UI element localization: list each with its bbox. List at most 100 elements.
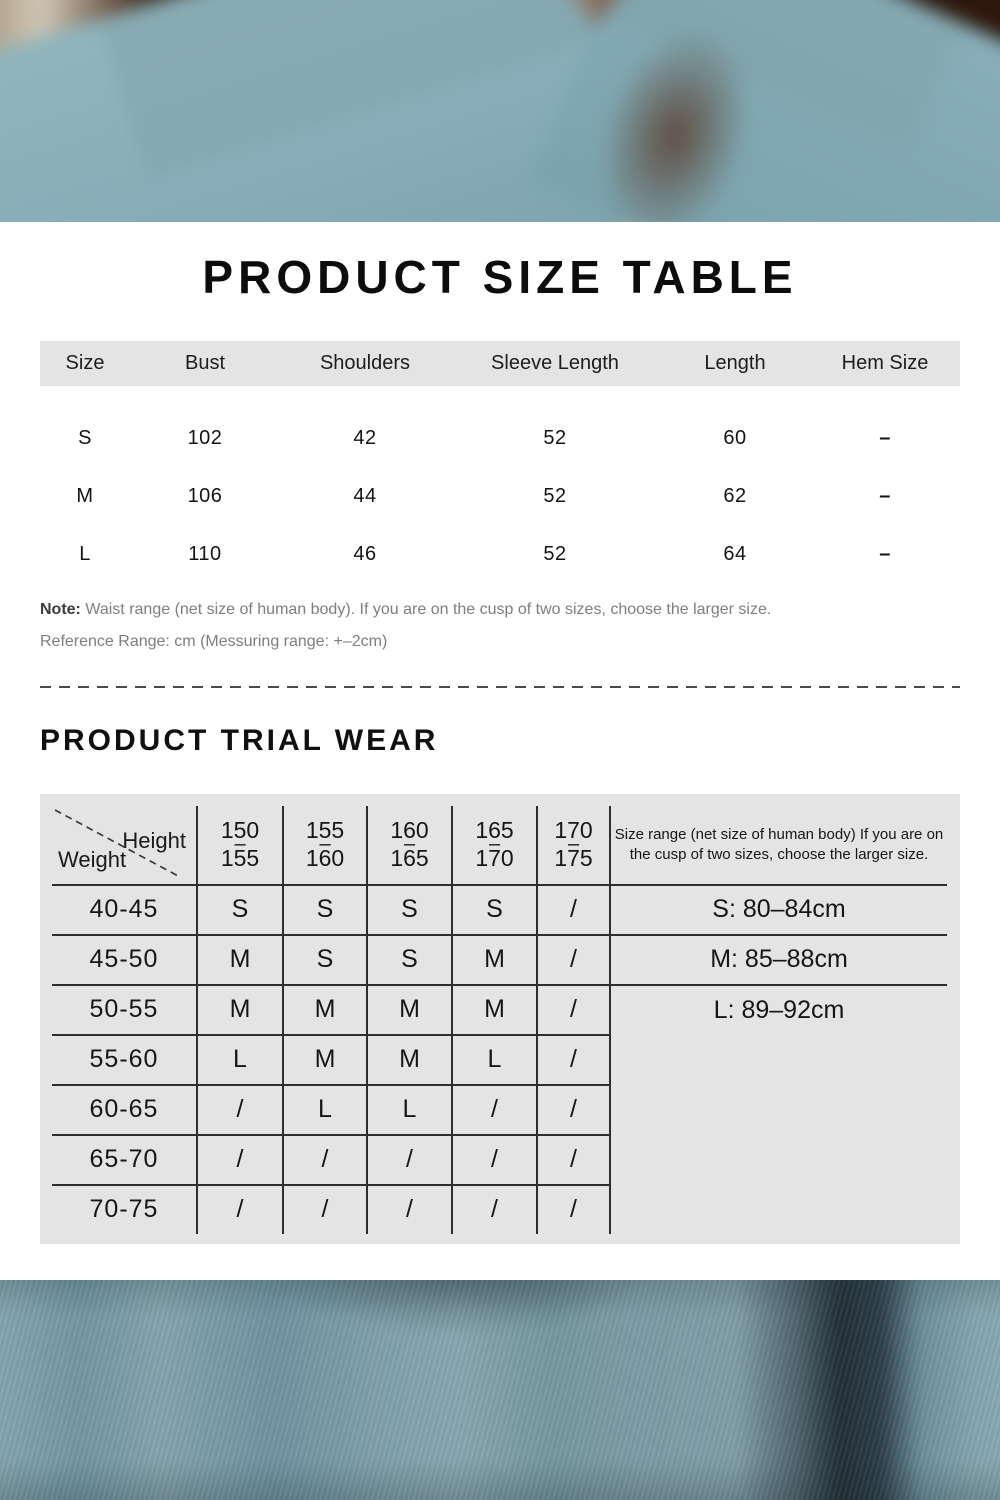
trial-cell: /: [536, 1084, 610, 1136]
trial-row: 50-55 M M M M / L: 89–92cm: [52, 984, 947, 1036]
size-table: Size Bust Shoulders Sleeve Length Length…: [40, 340, 960, 584]
trial-cell: S: [451, 884, 537, 936]
trial-cell: /: [366, 1184, 452, 1234]
sleeve-cell: 52: [543, 543, 567, 566]
fabric-photo: [0, 1280, 1000, 1500]
trial-cell: M: [282, 984, 367, 1036]
trial-cell: S: [366, 934, 452, 986]
trial-cell: /: [536, 884, 610, 936]
size-table-row: M 106 44 52 62 –: [40, 468, 960, 526]
trial-cell: M: [366, 984, 452, 1036]
trial-wear-table: Height Weight 150–155 155–160 160–165 16…: [52, 805, 947, 1234]
weight-range-cell: 55-60: [52, 1034, 197, 1086]
height-range-header: 165–170: [451, 805, 537, 886]
shoulders-cell: 46: [353, 543, 377, 566]
bust-cell: 102: [187, 427, 223, 450]
weight-range-cell: 50-55: [52, 984, 197, 1036]
size-cell: L: [79, 543, 91, 566]
content-area: PRODUCT SIZE TABLE Size Bust Shoulders S…: [0, 222, 1000, 1280]
length-cell: 60: [723, 427, 747, 450]
trial-cell: M: [196, 934, 283, 986]
hem-cell: –: [879, 543, 891, 566]
sleeve-cell: 52: [543, 485, 567, 508]
fabric-photo-background: [0, 1280, 1000, 1500]
trial-cell: /: [196, 1184, 283, 1234]
height-range-header: 155–160: [282, 805, 367, 886]
trial-cell: /: [451, 1184, 537, 1234]
trial-cell: M: [282, 1034, 367, 1086]
trial-cell: /: [536, 984, 610, 1036]
trial-cell: /: [451, 1084, 537, 1136]
height-range-header: 160–165: [366, 805, 452, 886]
trial-row: 70-75 / / / / /: [52, 1184, 947, 1234]
trial-cell: /: [536, 1034, 610, 1086]
trial-cell: /: [451, 1134, 537, 1186]
fabric-knit-texture: [0, 1280, 1000, 1500]
trial-wear-panel: Height Weight 150–155 155–160 160–165 16…: [40, 793, 960, 1244]
trial-side-empty: [609, 1034, 947, 1234]
length-cell: 62: [723, 485, 747, 508]
trial-cell: /: [366, 1134, 452, 1186]
trial-row: 40-45 S S S S / S: 80–84cm: [52, 884, 947, 936]
trial-row: 60-65 / L L / /: [52, 1084, 947, 1136]
hem-cell: –: [879, 427, 891, 450]
height-axis-label: Height: [122, 827, 186, 853]
trial-cell: L: [282, 1084, 367, 1136]
size-table-header: Size: [65, 351, 105, 374]
trial-cell: M: [196, 984, 283, 1036]
trial-cell: /: [282, 1134, 367, 1186]
dashed-divider: [40, 685, 960, 688]
sleeve-cell: 52: [543, 427, 567, 450]
trial-cell: L: [366, 1084, 452, 1136]
trial-cell: /: [536, 934, 610, 986]
bust-cell: 106: [187, 485, 223, 508]
size-table-row: L 110 46 52 64 –: [40, 526, 960, 584]
size-table-header: Length: [704, 351, 766, 374]
size-range-value: L: 89–92cm: [609, 984, 947, 1035]
trial-cell: S: [282, 884, 367, 936]
trial-wear-title: PRODUCT TRIAL WEAR: [40, 723, 439, 757]
trial-header-row: Height Weight 150–155 155–160 160–165 16…: [52, 805, 947, 886]
size-table-header: Bust: [184, 351, 226, 374]
size-table-header: Shoulders: [319, 351, 411, 374]
weight-range-cell: 70-75: [89, 1195, 159, 1224]
trial-cell: S: [196, 884, 283, 936]
reference-line: Reference Range: cm (Messuring range: +–…: [40, 632, 388, 650]
size-range-note: Size range (net size of human body) If y…: [609, 805, 947, 886]
notes-block: Note: Waist range (net size of human bod…: [40, 594, 960, 658]
hem-cell: –: [879, 485, 891, 508]
size-range-value: S: 80–84cm: [609, 884, 947, 936]
trial-cell: S: [282, 934, 367, 986]
length-cell: 64: [723, 543, 747, 566]
weight-range-cell: 60-65: [52, 1084, 197, 1136]
note-label: Note:: [40, 600, 81, 618]
size-table-header-row: Size Bust Shoulders Sleeve Length Length…: [40, 340, 960, 386]
weight-range-cell: 65-70: [52, 1134, 197, 1186]
size-table-header: Hem Size: [841, 351, 929, 374]
size-table-row: S 102 42 52 60 –: [40, 410, 960, 468]
trial-row: 55-60 L M M L /: [52, 1034, 947, 1234]
note-text: Waist range (net size of human body). If…: [85, 600, 772, 618]
model-photo: [0, 0, 1000, 222]
trial-cell: S: [366, 884, 452, 936]
trial-cell: /: [282, 1184, 367, 1234]
trial-cell: /: [196, 1134, 283, 1186]
trial-cell: L: [451, 1034, 537, 1086]
weight-range-cell: 40-45: [52, 884, 197, 936]
trial-cell: L: [196, 1034, 283, 1086]
trial-row: 65-70 / / / / /: [52, 1134, 947, 1186]
trial-cell: M: [451, 984, 537, 1036]
height-range-header: 170–175: [536, 805, 610, 886]
size-range-value: M: 85–88cm: [609, 934, 947, 986]
model-photo-background: [0, 0, 1000, 222]
size-table-body: S 102 42 52 60 – M 106 44 52 62 – L 110 …: [40, 386, 960, 584]
size-table-header: Sleeve Length: [491, 351, 619, 374]
height-range-header: 150–155: [196, 805, 283, 886]
trial-cell: M: [451, 934, 537, 986]
bust-cell: 110: [188, 543, 222, 566]
trial-row: 45-50 M S S M / M: 85–88cm: [52, 934, 947, 986]
size-cell: S: [78, 427, 92, 450]
corner-cell: Height Weight: [52, 805, 197, 886]
shoulders-cell: 42: [353, 427, 377, 450]
trial-cell: M: [366, 1034, 452, 1086]
